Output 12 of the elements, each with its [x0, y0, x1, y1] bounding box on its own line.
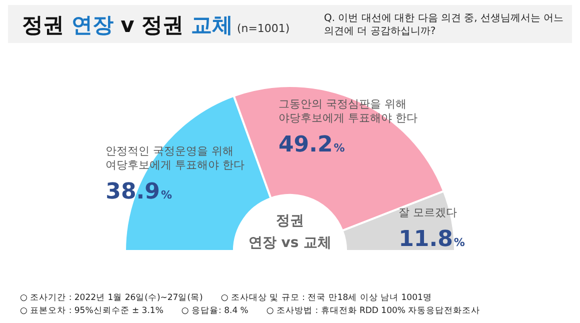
chart-subtitle: (n=1001) [236, 22, 290, 35]
text: ○ 응답율: 8.4 % [181, 305, 248, 318]
text: ○ 조사기간 : 2022년 1월 26일(수)~27일(목) [20, 292, 203, 305]
data-label: 11.8% [398, 227, 465, 252]
text: ○ 조사방법 : 휴대전화 RDD 100% 자동응답전화조사 [266, 305, 480, 318]
text: ○ 조사대상 및 규모 : 전국 만18세 이상 남녀 1001명 [220, 292, 432, 305]
slice-label: 잘 모르겠다 [398, 206, 458, 220]
text: ○ 표본오차 : 95%신뢰수준 ± 3.1% [20, 305, 164, 318]
chart-title: 정권 연장 v 정권 교체 [22, 13, 233, 37]
text: Q. 이번 대선에 대한 다음 의견 중, 선생님께서는 어느 의견에 더 공감하십니까? [324, 12, 564, 38]
data-label: 49.2% [278, 132, 345, 158]
text: 정권 연장 vs 교체 [247, 212, 333, 253]
